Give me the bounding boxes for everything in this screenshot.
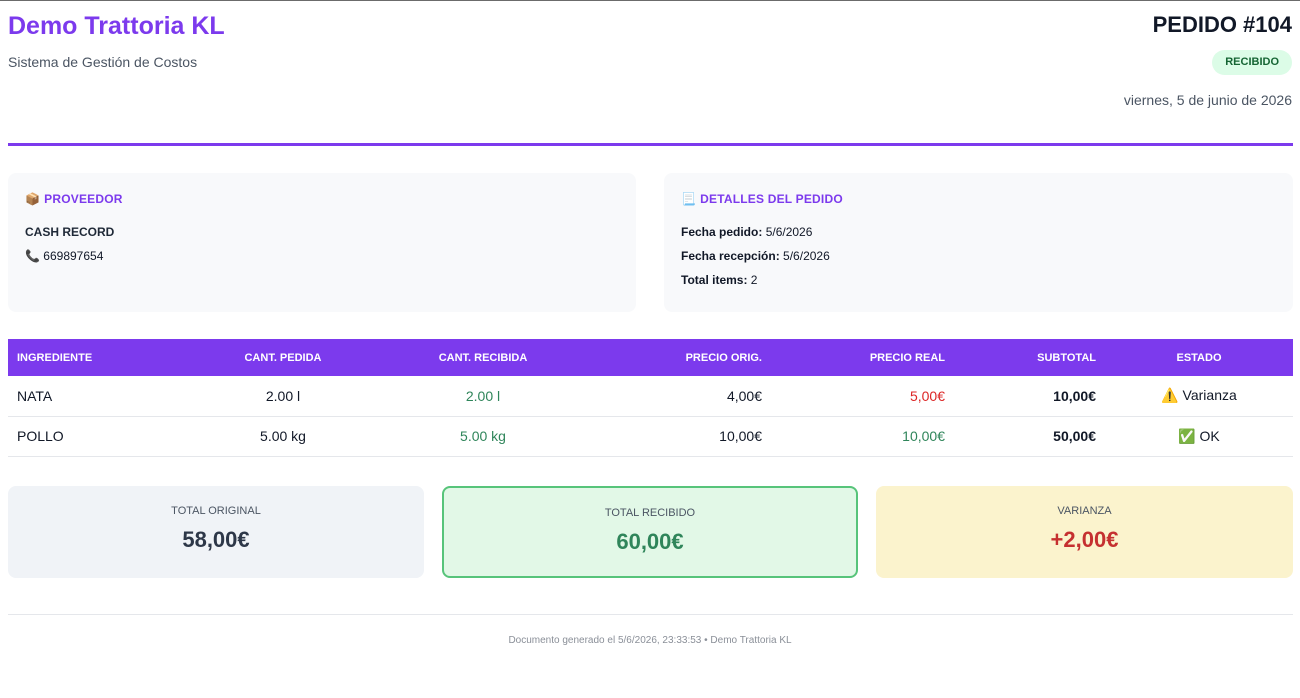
total-original-value: 58,00€	[182, 527, 250, 552]
cell-price-orig: 4,00€	[726, 387, 762, 404]
supplier-name: CASH RECORD	[25, 225, 115, 239]
table-row: NATA 2.00 l 2.00 l 4,00€ 5,00€ 10,00€ ⚠️…	[8, 376, 1293, 416]
supplier-card: 📦 PROVEEDOR CASH RECORD 📞 669897654	[8, 173, 636, 312]
table-header-row: INGREDIENTE CANT. PEDIDA CANT. RECIBIDA …	[8, 339, 1293, 376]
cell-status: ✅ OK	[1105, 416, 1293, 456]
cell-qty-ordered: 5.00 kg	[260, 428, 306, 444]
package-icon: 📦	[25, 192, 41, 206]
total-items-value: 2	[750, 273, 758, 287]
total-received-label: TOTAL RECIBIDO	[604, 507, 696, 519]
cell-price-real: 10,00€	[902, 428, 945, 444]
header-qty-ordered: CANT. PEDIDA	[244, 351, 322, 364]
header-price-real: PRECIO REAL	[869, 351, 945, 364]
header-qty-received: CANT. RECIBIDA	[438, 351, 528, 364]
cell-qty-ordered: 2.00 l	[265, 387, 301, 404]
order-details-card: 📃 DETALLES DEL PEDIDO Fecha pedido: 5/6/…	[664, 173, 1293, 312]
status-badge: RECIBIDO	[1212, 50, 1292, 75]
supplier-title-text: PROVEEDOR	[44, 192, 123, 206]
cell-ingredient: NATA	[17, 387, 53, 404]
brand-title: Demo Trattoria KL	[8, 12, 225, 40]
details-title-text: DETALLES DEL PEDIDO	[700, 192, 843, 206]
variance-label: VARIANZA	[1057, 505, 1112, 517]
header-ingredient: INGREDIENTE	[17, 351, 93, 364]
reception-date-label: Fecha recepción:	[681, 249, 780, 263]
supplier-phone: 📞 669897654	[25, 249, 619, 263]
cell-subtotal: 50,00€	[1053, 428, 1096, 444]
details-title: 📃 DETALLES DEL PEDIDO	[681, 192, 1276, 206]
table-row: POLLO 5.00 kg 5.00 kg 10,00€ 10,00€ 50,0…	[8, 416, 1293, 456]
cell-price-real: 5,00€	[909, 387, 945, 404]
top-border	[0, 0, 1300, 1]
header-subtotal: SUBTOTAL	[1037, 351, 1096, 364]
supplier-title: 📦 PROVEEDOR	[25, 192, 619, 206]
supplier-phone-number: 669897654	[43, 249, 104, 263]
total-original-label: TOTAL ORIGINAL	[171, 505, 261, 517]
warning-icon: ⚠️	[1161, 387, 1179, 404]
order-number: PEDIDO #104	[1152, 12, 1292, 37]
order-date-value: 5/6/2026	[765, 225, 813, 239]
total-items-label: Total items:	[681, 273, 748, 287]
cell-qty-received: 2.00 l	[465, 387, 501, 404]
check-icon: ✅	[1178, 427, 1196, 444]
cell-subtotal: 10,00€	[1053, 387, 1096, 404]
total-original-card: TOTAL ORIGINAL 58,00€	[8, 486, 424, 578]
total-received-card: TOTAL RECIBIDO 60,00€	[442, 486, 858, 578]
reception-date-value: 5/6/2026	[783, 249, 830, 263]
cell-qty-received: 5.00 kg	[460, 428, 506, 444]
status-text: OK	[1199, 427, 1220, 444]
order-date-long: viernes, 5 de junio de 2026	[1123, 92, 1292, 108]
cell-price-orig: 10,00€	[719, 428, 762, 444]
footer-divider	[8, 614, 1293, 615]
header-price-orig: PRECIO ORIG.	[685, 351, 762, 364]
cell-status: ⚠️ Varianza	[1105, 376, 1293, 416]
order-date-label: Fecha pedido:	[681, 225, 763, 239]
items-table: INGREDIENTE CANT. PEDIDA CANT. RECIBIDA …	[8, 339, 1293, 457]
document-icon: 📃	[681, 192, 697, 206]
footer-text: Documento generado el 5/6/2026, 23:33:53…	[508, 635, 792, 646]
header-divider	[8, 143, 1293, 146]
header-status: ESTADO	[1176, 351, 1222, 364]
order-date-line: Fecha pedido: 5/6/2026	[681, 225, 1276, 239]
variance-value: +2,00€	[1050, 527, 1119, 552]
status-text: Varianza	[1182, 387, 1237, 404]
variance-card: VARIANZA +2,00€	[876, 486, 1293, 578]
cell-ingredient: POLLO	[17, 428, 64, 444]
brand-subtitle: Sistema de Gestión de Costos	[8, 54, 198, 70]
reception-date-line: Fecha recepción: 5/6/2026	[681, 249, 1276, 263]
total-received-value: 60,00€	[616, 529, 684, 554]
phone-icon: 📞	[25, 249, 40, 263]
total-items-line: Total items: 2	[681, 273, 1276, 287]
